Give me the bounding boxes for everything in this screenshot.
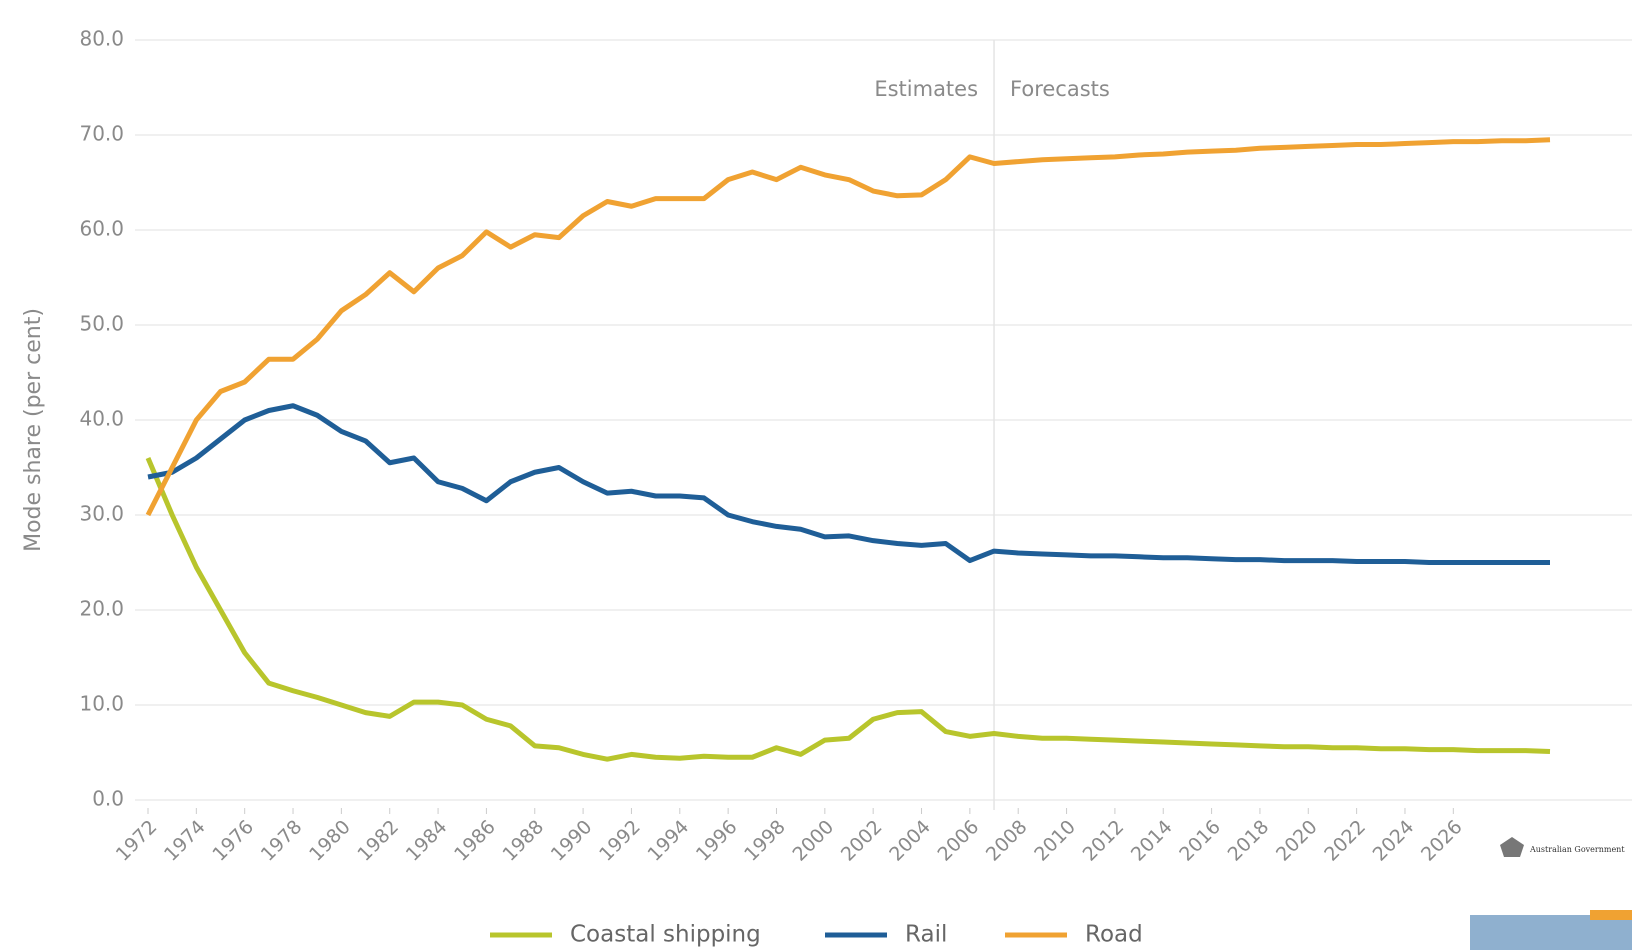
legend-label: Road [1085, 922, 1143, 948]
y-tick-label: 80.0 [79, 27, 124, 51]
x-tick-label: 1994 [643, 816, 693, 866]
x-tick-label: 1988 [498, 816, 548, 866]
logo-text: Australian Government [1529, 845, 1625, 854]
x-tick-label: 1978 [257, 816, 307, 866]
y-tick-label: 30.0 [79, 502, 124, 526]
annotation: Forecasts [1010, 77, 1110, 101]
y-tick-label: 70.0 [79, 122, 124, 146]
x-tick-label: 2022 [1320, 816, 1370, 866]
x-tick-label: 1972 [112, 816, 162, 866]
x-tick-label: 1976 [208, 816, 258, 866]
x-tick-label: 2016 [1175, 816, 1225, 866]
x-tick-label: 2014 [1127, 816, 1177, 866]
x-tick-label: 2024 [1369, 816, 1419, 866]
x-tick-label: 2026 [1417, 816, 1467, 866]
x-tick-label: 2004 [885, 816, 935, 866]
x-tick-label: 2008 [982, 816, 1032, 866]
y-tick-label: 40.0 [79, 407, 124, 431]
legend-item: Coastal shipping [490, 922, 761, 948]
x-tick-label: 2000 [789, 816, 839, 866]
legend-item: Rail [825, 922, 947, 948]
logo-band [1590, 910, 1632, 920]
y-tick-label: 20.0 [79, 597, 124, 621]
series-line [147, 403, 1550, 565]
x-tick-label: 2002 [837, 816, 887, 866]
x-tick-label: 2012 [1079, 816, 1129, 866]
x-tick-label: 2006 [934, 816, 984, 866]
y-tick-label: 10.0 [79, 692, 124, 716]
legend-label: Rail [905, 922, 947, 948]
series-line [145, 137, 1551, 517]
x-tick-label: 1986 [450, 816, 500, 866]
x-tick-label: 1990 [547, 816, 597, 866]
y-tick-label: 50.0 [79, 312, 124, 336]
y-axis-label: Mode share (per cent) [21, 308, 46, 552]
x-tick-label: 1998 [740, 816, 790, 866]
x-tick-label: 2010 [1030, 816, 1080, 866]
legend-item: Road [1005, 922, 1143, 948]
x-tick-label: 1980 [305, 816, 355, 866]
series-line [145, 457, 1551, 762]
logo: Australian Government [1470, 837, 1632, 950]
logo-image [1470, 915, 1632, 950]
legend-label: Coastal shipping [570, 922, 761, 948]
annotation: Estimates [874, 77, 978, 101]
x-tick-label: 1996 [692, 816, 742, 866]
x-tick-label: 1992 [595, 816, 645, 866]
x-tick-label: 1984 [402, 816, 452, 866]
x-tick-label: 1974 [160, 816, 210, 866]
x-tick-label: 2018 [1224, 816, 1274, 866]
x-tick-label: 2020 [1272, 816, 1322, 866]
y-tick-label: 60.0 [79, 217, 124, 241]
x-tick-label: 1982 [353, 816, 403, 866]
y-tick-label: 0.0 [92, 787, 124, 811]
logo-emblem [1500, 837, 1524, 857]
